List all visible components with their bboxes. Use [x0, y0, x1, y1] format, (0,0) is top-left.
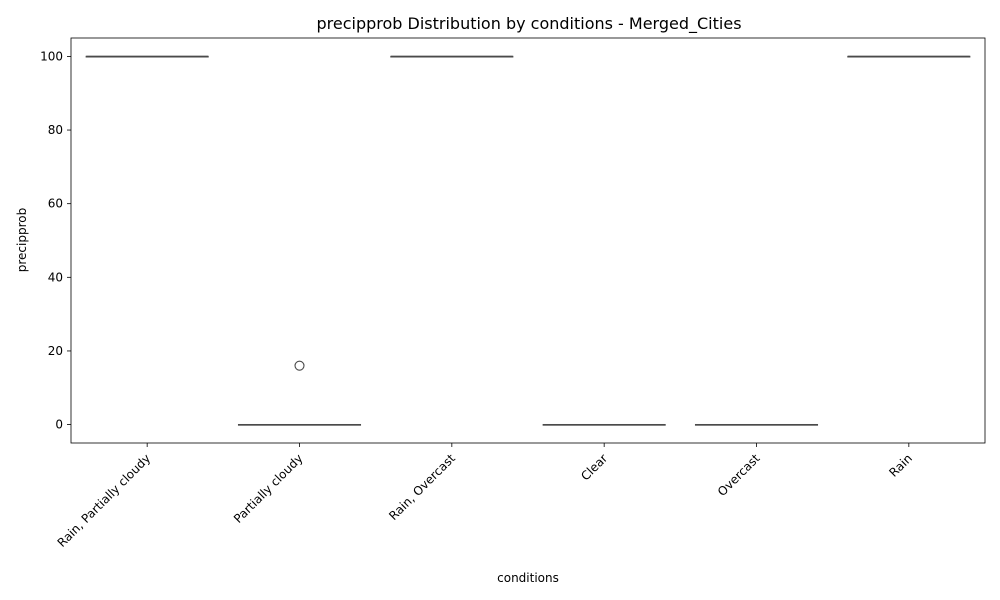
x-tick-label: Overcast: [715, 451, 763, 499]
x-axis-label: conditions: [497, 571, 559, 585]
box-group: [390, 55, 514, 58]
chart-title: precipprob Distribution by conditions - …: [316, 14, 741, 34]
plot-area: [70, 37, 986, 444]
y-tick-label: 60: [48, 197, 63, 211]
boxes: [85, 55, 971, 426]
y-axis: 0 20 40 60 80 100: [40, 49, 71, 432]
box-group: [237, 360, 362, 426]
y-tick-label: 20: [48, 344, 63, 358]
y-axis-label: precipprob: [15, 208, 29, 272]
x-tick-label: Clear: [578, 451, 610, 483]
box-group: [847, 55, 971, 58]
box-group: [85, 55, 209, 58]
x-tick-label: Rain, Partially cloudy: [55, 451, 154, 550]
y-tick-label: 100: [40, 49, 63, 63]
box-group: [542, 423, 666, 426]
x-axis: Rain, Partially cloudy Partially cloudy Ra…: [55, 443, 915, 550]
y-tick-label: 40: [48, 270, 63, 284]
x-tick-label: Rain, Overcast: [386, 451, 458, 523]
outlier-point: [294, 360, 305, 371]
box-group: [694, 423, 819, 426]
y-tick-label: 0: [55, 418, 63, 432]
y-tick-label: 80: [48, 123, 63, 137]
x-tick-label: Rain: [886, 451, 915, 480]
x-tick-label: Partially cloudy: [231, 451, 306, 526]
